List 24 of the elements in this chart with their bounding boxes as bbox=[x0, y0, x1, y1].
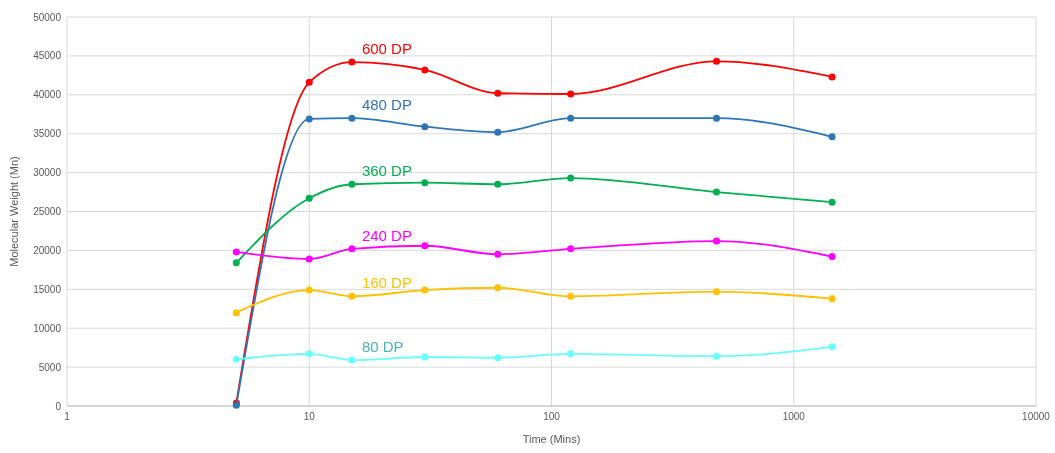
y-tick-label: 5000 bbox=[38, 361, 62, 373]
y-tick-label: 20000 bbox=[33, 244, 62, 256]
series-label: 360 DP bbox=[361, 162, 412, 180]
series-label: 160 DP bbox=[361, 274, 412, 292]
series-label: 480 DP bbox=[361, 96, 412, 114]
y-tick-label: 30000 bbox=[33, 167, 62, 179]
y-tick-label: 10000 bbox=[33, 322, 62, 334]
x-tick-label: 1 bbox=[64, 411, 71, 422]
series-label: 600 DP bbox=[361, 40, 412, 58]
y-tick-label: 0 bbox=[55, 400, 62, 412]
x-tick-label: 1000 bbox=[782, 411, 806, 422]
y-tick-label: 15000 bbox=[33, 283, 62, 295]
y-tick-label: 40000 bbox=[33, 89, 62, 101]
series-label: 240 DP bbox=[361, 226, 412, 244]
y-axis-title: Molecular Weight (Mn) bbox=[8, 156, 20, 267]
x-tick-label: 10 bbox=[303, 411, 316, 422]
x-tick-label: 10000 bbox=[1022, 411, 1051, 422]
x-axis-title: Time (Mins) bbox=[522, 433, 581, 445]
series-label: 80 DP bbox=[361, 338, 404, 356]
y-tick-label: 50000 bbox=[33, 11, 62, 23]
y-tick-label: 35000 bbox=[33, 128, 62, 140]
y-tick-label: 45000 bbox=[33, 50, 62, 62]
y-tick-label: 25000 bbox=[33, 206, 62, 217]
x-tick-label: 100 bbox=[543, 411, 561, 422]
